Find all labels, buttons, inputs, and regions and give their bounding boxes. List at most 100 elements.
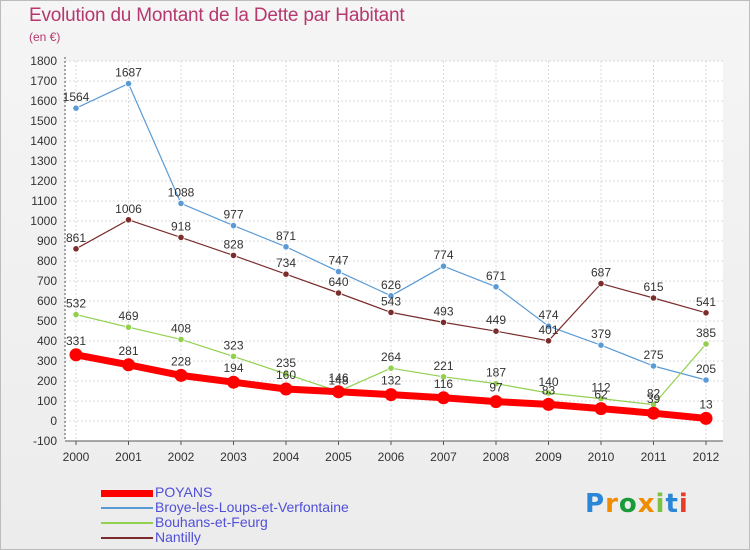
x-tick-label: 2009 [535,450,562,464]
x-tick-label: 2007 [430,450,457,464]
brand-letter: i [655,489,666,519]
y-tick-label: 1800 [30,54,57,68]
data-label: 112 [591,381,610,395]
data-point [597,279,605,288]
data-label: 39 [647,392,661,406]
data-point [597,341,605,349]
data-point [124,216,133,224]
data-point [177,335,185,343]
data-label: 140 [538,375,558,389]
x-tick-label: 2006 [378,450,405,464]
data-label: 918 [171,219,191,233]
data-point [594,402,608,416]
data-point [334,289,343,297]
brand-letter: r [605,489,619,519]
y-tick-label: 200 [37,374,57,388]
data-label: 532 [66,297,86,311]
y-tick-label: 300 [37,354,57,368]
data-label: 543 [381,294,401,308]
y-tick-label: 800 [37,254,57,268]
legend-swatch [101,522,153,524]
data-point [489,395,503,409]
y-tick-label: 1400 [30,134,57,148]
legend-swatch [101,537,153,539]
data-label: 323 [223,338,243,352]
y-tick-label: 500 [37,314,57,328]
data-label: 205 [696,362,716,376]
data-label: 861 [66,231,86,245]
data-label: 977 [223,208,243,222]
legend-swatch [101,507,153,509]
data-point [72,104,80,112]
data-point [542,397,555,411]
data-point [544,322,553,330]
data-point [387,308,395,316]
data-label: 449 [486,313,506,327]
data-point [332,385,345,399]
data-label: 82 [647,387,661,401]
data-point [699,411,713,425]
brand-letter: P [585,489,606,519]
data-label: 747 [328,254,348,268]
brand-letter: x [637,489,656,519]
y-tick-label: -100 [33,434,57,448]
data-label: 734 [276,256,296,270]
y-tick-label: 1700 [30,74,57,88]
legend-swatch [101,490,153,497]
data-label: 132 [381,374,401,388]
data-label: 1564 [63,90,90,104]
data-label: 401 [538,323,558,337]
data-point [174,368,188,382]
legend-label: Broye-les-Loups-et-Verfontaine [155,499,349,515]
data-point [282,243,290,251]
data-point [544,337,553,345]
data-point [702,309,710,317]
data-point [544,389,553,397]
data-label: 1006 [115,202,142,216]
x-tick-label: 2005 [325,450,352,464]
data-point [124,323,133,331]
legend-label: Nantilly [155,529,201,545]
x-tick-label: 2011 [641,450,667,464]
y-tick-label: 700 [37,274,57,288]
data-point [229,352,238,360]
brand-logo: Proxiti [585,489,689,519]
chart-title: Evolution du Montant de la Dette par Hab… [29,5,405,26]
data-point [647,406,660,420]
y-tick-label: 900 [37,234,57,248]
data-label: 62 [594,388,608,402]
data-point [229,222,238,230]
x-tick-label: 2003 [220,450,247,464]
data-point [439,262,448,270]
data-point [649,362,658,370]
y-tick-label: 1600 [30,94,57,108]
brand-letter: i [678,489,689,519]
data-point [439,373,448,381]
brand-letter: o [618,489,638,519]
data-label: 228 [171,354,191,368]
x-tick-label: 2004 [273,450,300,464]
x-tick-label: 2012 [693,450,720,464]
data-point [72,310,80,319]
data-point [437,391,450,405]
x-tick-label: 2000 [63,450,90,464]
data-point [702,340,710,348]
data-point [122,358,135,372]
data-label: 615 [643,280,663,294]
data-label: 235 [276,356,296,370]
data-point [492,327,500,335]
data-label: 493 [433,304,453,318]
data-point [69,348,83,362]
data-point [227,375,240,389]
data-point [387,292,395,300]
data-label: 687 [591,266,611,280]
data-point [334,267,343,276]
data-point [387,364,395,372]
data-point [439,318,448,326]
y-tick-label: 400 [37,334,57,348]
data-label: 474 [538,308,558,322]
y-tick-label: 100 [37,394,57,408]
y-tick-label: 0 [50,414,57,428]
data-label: 1687 [115,66,142,80]
